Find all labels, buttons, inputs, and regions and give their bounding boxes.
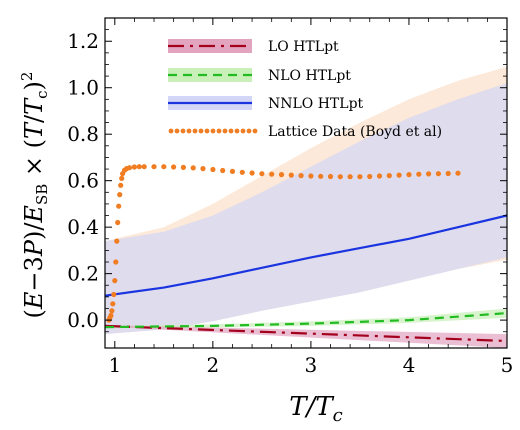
lattice-point [445, 170, 451, 177]
legend-swatch-band [168, 68, 252, 82]
nlo-htlpt-line [104, 312, 508, 329]
axis-ticks: 1 2 3 4 5 0.0 0.2 0.4 0.6 0.8 1.0 1.2 [67, 18, 513, 377]
lattice-point [161, 164, 167, 170]
lattice-point [367, 173, 373, 180]
lattice-point [288, 172, 294, 178]
y-tick-label: 0.6 [67, 169, 99, 193]
lattice-point [239, 169, 245, 175]
lattice-point [249, 170, 255, 176]
lattice-point [210, 166, 216, 173]
lattice-markers [106, 164, 461, 323]
x-tick-label: 5 [501, 353, 514, 377]
nnlo-htlpt-band [105, 83, 507, 335]
legend-marker [180, 128, 186, 134]
lattice-point [171, 164, 177, 170]
legend-marker [210, 128, 216, 134]
legend-marker [246, 128, 252, 134]
lattice-point [108, 312, 114, 319]
lattice-point [112, 278, 118, 284]
x-tick-label: 2 [206, 353, 219, 377]
legend-marker [228, 128, 234, 134]
lattice-point [111, 291, 117, 298]
legend-item-nnlo-htlpt: NNLO HTLpt [168, 96, 364, 112]
x-tick-label: 4 [403, 353, 416, 377]
lattice-point [386, 173, 392, 179]
legend-marker [234, 128, 240, 134]
legend-item-nlo-htlpt: NLO HTLpt [168, 68, 351, 84]
lattice-point [347, 174, 353, 180]
legend-marker [168, 128, 174, 134]
lattice-point [190, 165, 196, 171]
legend-marker [174, 128, 180, 134]
legend-marker [252, 128, 258, 134]
lattice-point [141, 164, 147, 170]
legend-marker [216, 128, 222, 134]
lattice-point [126, 165, 133, 171]
legend-label: Lattice Data (Boyd et al) [268, 124, 442, 140]
lattice-point [109, 308, 115, 314]
legend-marker [192, 128, 198, 134]
y-tick-label: 1.0 [67, 76, 99, 100]
y-axis-label: (E−3P)/ESB × (T/Tc)2 [18, 72, 51, 319]
lattice-point [114, 238, 120, 244]
legend-label: NNLO HTLpt [268, 96, 364, 112]
lattice-point [308, 173, 314, 179]
lattice-point [119, 175, 125, 181]
lattice-point [180, 164, 186, 170]
lattice-point [396, 172, 402, 178]
y-tick-label: 0.2 [67, 262, 99, 286]
lattice-point [269, 171, 275, 177]
uncertainty-bands [105, 66, 507, 348]
lattice-point [118, 182, 124, 188]
plot-frame [104, 17, 508, 349]
lattice-point [200, 166, 206, 172]
lattice-point [435, 171, 441, 177]
x-tick-label: 3 [305, 353, 318, 377]
lattice-point [298, 173, 304, 179]
x-axis-label: T/Tc [289, 392, 343, 426]
lattice-point [116, 203, 122, 209]
legend-label: LO HTLpt [268, 39, 339, 55]
lattice-point [229, 168, 236, 174]
legend-marker [240, 128, 246, 134]
lattice-point [337, 174, 343, 180]
legend-item-lo-htlpt: LO HTLpt [168, 39, 339, 55]
lattice-point [220, 167, 226, 174]
x-tick-label: 1 [108, 353, 121, 377]
lattice-point [136, 164, 142, 170]
legend-marker [204, 128, 210, 134]
lo-htlpt-line [104, 324, 508, 343]
lattice-point [406, 172, 412, 178]
lattice-point [110, 301, 116, 307]
nnlo-htlpt-line [104, 214, 508, 297]
lattice-point [115, 219, 121, 226]
legend-item-lattice-data-boyd-et-al: Lattice Data (Boyd et al) [168, 124, 442, 140]
lattice-point [151, 164, 157, 170]
lattice-point [426, 171, 432, 177]
legend-marker [222, 128, 228, 134]
y-tick-label: 0.4 [67, 215, 99, 239]
lattice-point [327, 173, 334, 180]
legend: LO HTLpt NLO HTLpt NNLO HTLpt Lattice Data … [168, 39, 442, 140]
lattice-point [117, 192, 123, 198]
lattice-point [416, 171, 422, 177]
lattice-point [259, 171, 265, 177]
legend-marker [198, 128, 204, 134]
y-tick-label: 1.2 [67, 29, 99, 53]
lattice-point [318, 173, 324, 179]
lattice-point [278, 172, 285, 178]
lo-htlpt-band [105, 325, 507, 348]
y-tick-label: 0.0 [67, 308, 99, 332]
legend-marker [186, 128, 192, 134]
lattice-point [113, 259, 119, 265]
lattice-point [455, 170, 461, 176]
lattice-point [131, 164, 137, 170]
series-lines [104, 214, 508, 343]
lattice-point [376, 173, 383, 179]
y-tick-label: 0.8 [67, 122, 99, 146]
legend-label: NLO HTLpt [268, 68, 351, 84]
lattice-point [357, 174, 363, 180]
